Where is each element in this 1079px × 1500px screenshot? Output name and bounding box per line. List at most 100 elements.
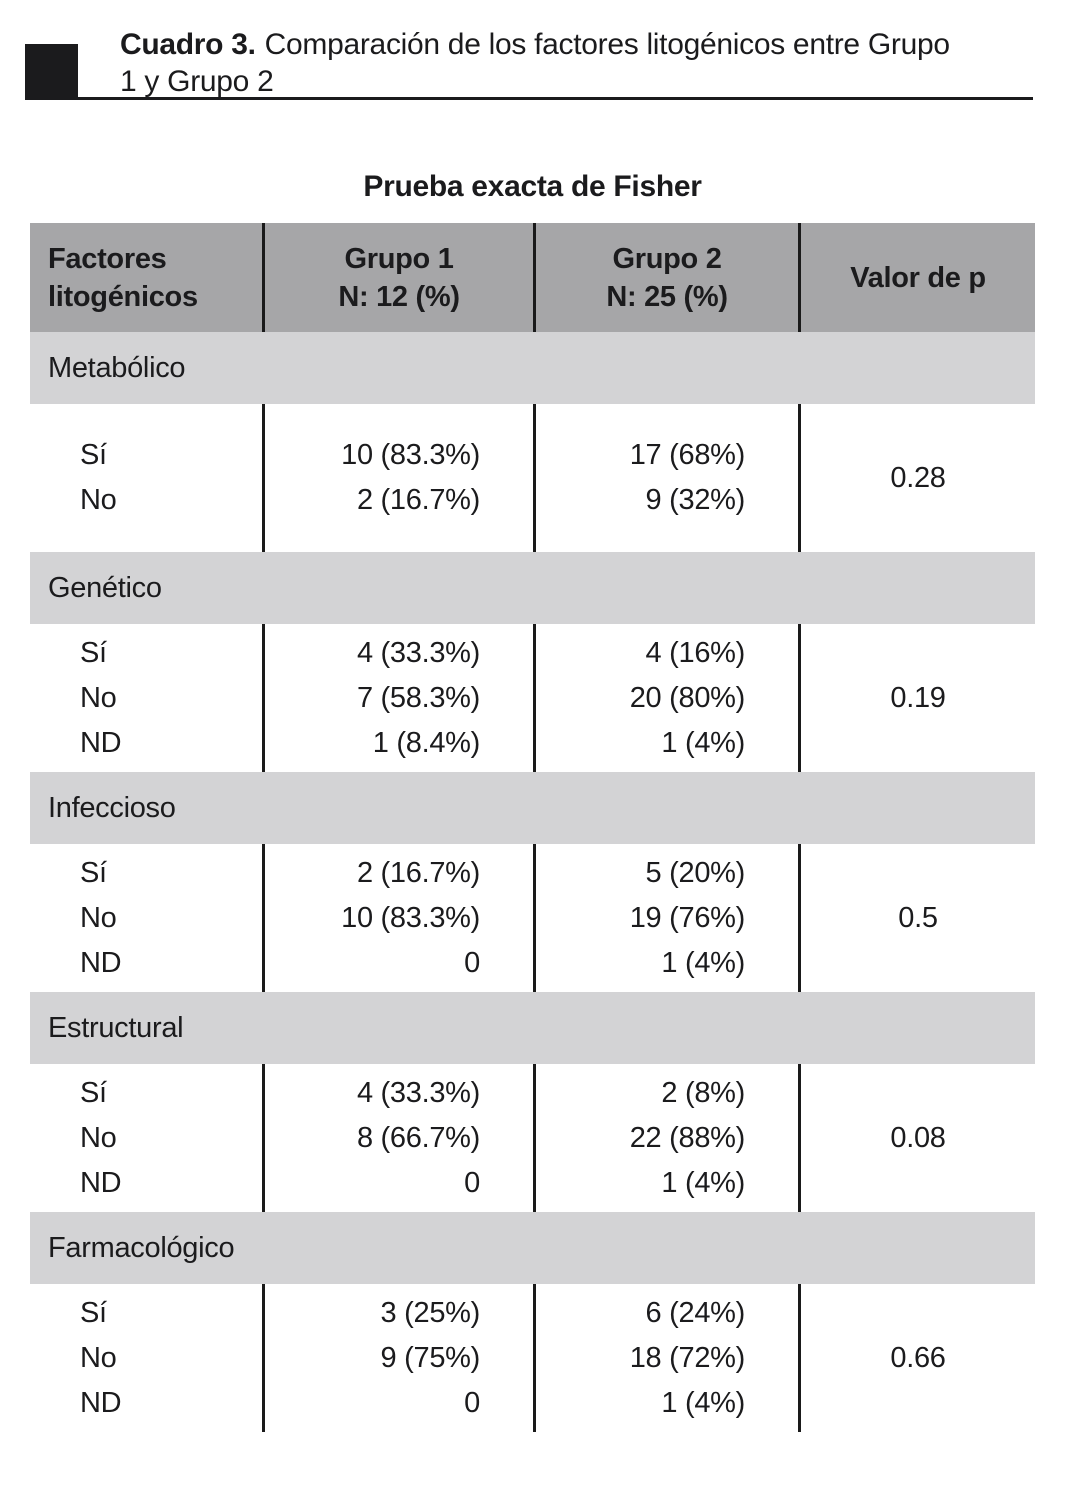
group2-value: 9 (32%) xyxy=(645,484,746,516)
table-section: Farmacológico Sí No ND 3 (25%) 9 (75%) 0 6 (… xyxy=(30,1212,1035,1432)
group1-value: 7 (58.3%) xyxy=(356,681,480,714)
factor-label: No xyxy=(80,1341,117,1374)
group1-value: 10 (83.3%) xyxy=(341,901,480,934)
caption-divider-rule xyxy=(78,97,1033,100)
section-label: Estructural xyxy=(48,1011,184,1044)
factor-labels: Sí No ND xyxy=(30,1064,265,1212)
p-value: 0.66 xyxy=(890,1341,946,1374)
group2-value: 5 (20%) xyxy=(645,856,746,889)
group2-value: 1 (4%) xyxy=(661,1166,745,1199)
group1-value: 3 (25%) xyxy=(380,1296,481,1329)
group1-value: 10 (83.3%) xyxy=(341,439,480,471)
section-header-row: Infeccioso xyxy=(30,772,1035,844)
header-factors-line1: Factores xyxy=(48,242,167,275)
factor-label: ND xyxy=(80,726,122,759)
factor-label: Sí xyxy=(80,439,107,471)
section-label: Farmacológico xyxy=(48,1231,235,1264)
group2-value: 1 (4%) xyxy=(661,1386,745,1419)
p-value-cell: 0.66 xyxy=(801,1284,1035,1432)
section-data-block: Sí No ND 4 (33.3%) 7 (58.3%) 1 (8.4%) 4 (16%… xyxy=(30,624,1035,772)
factor-label: Sí xyxy=(80,636,107,669)
p-value-cell: 0.5 xyxy=(801,844,1035,992)
factor-label: No xyxy=(80,901,117,934)
section-header-row: Farmacológico xyxy=(30,1212,1035,1284)
group1-value: 0 xyxy=(464,1166,480,1199)
group2-value: 2 (8%) xyxy=(661,1076,745,1109)
group1-values: 3 (25%) 9 (75%) 0 xyxy=(265,1284,536,1432)
group1-values: 4 (33.3%) 7 (58.3%) 1 (8.4%) xyxy=(265,624,536,772)
group1-value: 0 xyxy=(464,946,480,979)
group2-value: 19 (76%) xyxy=(629,901,746,934)
factor-label: No xyxy=(80,484,117,516)
table-section: Metabólico Sí No 10 (83.3%) 2 (16.7%) 17 (… xyxy=(30,332,1035,552)
section-data-block: Sí No ND 2 (16.7%) 10 (83.3%) 0 5 (20%) 19 (7… xyxy=(30,844,1035,992)
group1-value: 2 (16.7%) xyxy=(356,484,480,516)
p-value: 0.08 xyxy=(890,1121,946,1154)
figure-caption: Cuadro 3. Comparación de los factores lit… xyxy=(120,26,1050,100)
section-data-block: Sí No ND 4 (33.3%) 8 (66.7%) 0 2 (8%) 22 (88%… xyxy=(30,1064,1035,1212)
header-group1-line1: Grupo 1 xyxy=(344,242,454,275)
group1-value: 9 (75%) xyxy=(380,1341,481,1374)
group2-value: 6 (24%) xyxy=(645,1296,746,1329)
caption-text-line1: Comparación de los factores litogénicos … xyxy=(264,28,950,61)
group2-value: 4 (16%) xyxy=(645,636,746,669)
header-group1-line2: N: 12 (%) xyxy=(338,280,460,313)
group2-values: 4 (16%) 20 (80%) 1 (4%) xyxy=(536,624,801,772)
header-p-value: Valor de p xyxy=(801,223,1035,332)
group1-value: 2 (16.7%) xyxy=(356,856,480,889)
group1-value: 8 (66.7%) xyxy=(356,1121,480,1154)
group2-value: 1 (4%) xyxy=(661,726,745,759)
p-value-cell: 0.28 xyxy=(801,404,1035,552)
factor-label: Sí xyxy=(80,1076,107,1109)
factor-labels: Sí No xyxy=(30,404,265,552)
section-data-block: Sí No ND 3 (25%) 9 (75%) 0 6 (24%) 18 (72%) 1 … xyxy=(30,1284,1035,1432)
factor-label: Sí xyxy=(80,856,107,889)
section-label: Metabólico xyxy=(48,351,186,384)
header-group1: Grupo 1 N: 12 (%) xyxy=(265,223,536,332)
section-header-row: Metabólico xyxy=(30,332,1035,404)
p-value-cell: 0.08 xyxy=(801,1064,1035,1212)
group2-values: 17 (68%) 9 (32%) xyxy=(536,404,801,552)
group1-values: 2 (16.7%) 10 (83.3%) 0 xyxy=(265,844,536,992)
fisher-table: Factores litogénicos Grupo 1 N: 12 (%) G… xyxy=(30,223,1035,1432)
table-section: Estructural Sí No ND 4 (33.3%) 8 (66.7%) 0 2… xyxy=(30,992,1035,1212)
header-p-value-label: Valor de p xyxy=(850,261,986,294)
section-header-row: Estructural xyxy=(30,992,1035,1064)
group1-values: 10 (83.3%) 2 (16.7%) xyxy=(265,404,536,552)
header-group2-line2: N: 25 (%) xyxy=(606,280,728,313)
table-header-row: Factores litogénicos Grupo 1 N: 12 (%) G… xyxy=(30,223,1035,332)
header-group2: Grupo 2 N: 25 (%) xyxy=(536,223,801,332)
section-header-row: Genético xyxy=(30,552,1035,624)
factor-labels: Sí No ND xyxy=(30,624,265,772)
caption-label: Cuadro 3. xyxy=(120,28,256,61)
factor-label: ND xyxy=(80,1386,122,1419)
group1-value: 1 (8.4%) xyxy=(372,726,481,759)
caption-text-line2: 1 y Grupo 2 xyxy=(120,65,274,98)
table-title: Prueba exacta de Fisher xyxy=(363,170,702,203)
p-value: 0.5 xyxy=(898,901,938,934)
header-factors: Factores litogénicos xyxy=(30,223,265,332)
table-section: Infeccioso Sí No ND 2 (16.7%) 10 (83.3%) 0 5… xyxy=(30,772,1035,992)
group1-value: 0 xyxy=(464,1386,480,1419)
section-label: Genético xyxy=(48,571,162,604)
p-value: 0.19 xyxy=(890,681,946,714)
group1-value: 4 (33.3%) xyxy=(356,1076,480,1109)
table-body: Metabólico Sí No 10 (83.3%) 2 (16.7%) 17 (… xyxy=(30,332,1035,1432)
caption-marker-square xyxy=(25,44,78,100)
group2-value: 17 (68%) xyxy=(629,439,746,471)
factor-labels: Sí No ND xyxy=(30,844,265,992)
group1-values: 4 (33.3%) 8 (66.7%) 0 xyxy=(265,1064,536,1212)
group2-value: 18 (72%) xyxy=(629,1341,746,1374)
group2-value: 22 (88%) xyxy=(629,1121,746,1154)
p-value: 0.28 xyxy=(890,461,946,494)
section-label: Infeccioso xyxy=(48,791,176,824)
group2-values: 6 (24%) 18 (72%) 1 (4%) xyxy=(536,1284,801,1432)
factor-label: Sí xyxy=(80,1296,107,1329)
factor-label: ND xyxy=(80,1166,122,1199)
group2-values: 2 (8%) 22 (88%) 1 (4%) xyxy=(536,1064,801,1212)
group2-value: 20 (80%) xyxy=(629,681,746,714)
table-section: Genético Sí No ND 4 (33.3%) 7 (58.3%) 1 (8.4… xyxy=(30,552,1035,772)
factor-labels: Sí No ND xyxy=(30,1284,265,1432)
factor-label: No xyxy=(80,1121,117,1154)
